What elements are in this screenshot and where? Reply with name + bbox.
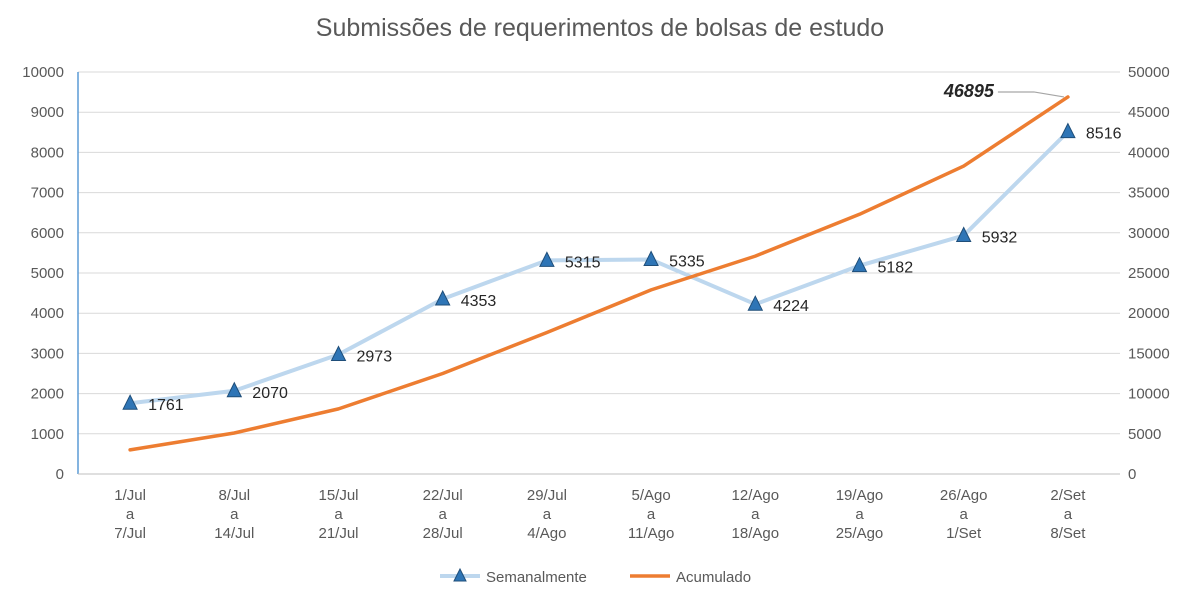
data-label: 2973 bbox=[357, 348, 393, 365]
x-tick-label-line: a bbox=[1064, 506, 1073, 523]
data-point-marker bbox=[747, 295, 764, 311]
x-tick-label: 29/Jul a 4/Ago bbox=[527, 487, 567, 542]
series-line-acumulado bbox=[128, 95, 1070, 452]
y-left-tick-label: 6000 bbox=[31, 225, 64, 242]
x-tick-label-line: 8/Jul bbox=[218, 487, 250, 504]
data-point-marker bbox=[434, 289, 451, 306]
y-right-tick-label: 40000 bbox=[1128, 144, 1170, 161]
x-tick-label-line: a bbox=[751, 506, 760, 523]
x-tick-label-line: a bbox=[334, 506, 343, 523]
y-left-tick-label: 8000 bbox=[31, 144, 64, 161]
x-tick-label-line: 28/Jul bbox=[423, 525, 463, 542]
data-label: 1761 bbox=[148, 397, 184, 414]
x-tick-label: 19/Ago a 25/Ago bbox=[836, 487, 884, 542]
gridlines bbox=[78, 71, 1120, 475]
annotation-leader-line bbox=[997, 91, 1064, 98]
x-tick-label-line: 11/Ago bbox=[628, 525, 674, 542]
data-label: 5335 bbox=[669, 254, 705, 271]
y-left-tick-label: 5000 bbox=[31, 265, 64, 282]
x-tick-label-line: 8/Set bbox=[1050, 525, 1086, 542]
x-tick-label: 15/Jul a 21/Jul bbox=[318, 487, 358, 542]
x-tick-label-line: 5/Ago bbox=[631, 487, 670, 504]
data-label: 5315 bbox=[565, 254, 601, 271]
legend-marker-semanalmente bbox=[453, 567, 467, 582]
x-tick-label-line: 21/Jul bbox=[318, 525, 358, 542]
y-right-tick-label: 15000 bbox=[1128, 345, 1170, 362]
data-label: 8516 bbox=[1086, 126, 1122, 143]
axes: 0 1000 2000 3000 4000 5000 6000 7000 8000 9000 100… bbox=[22, 64, 1169, 542]
data-label: 4353 bbox=[461, 293, 497, 310]
x-tick-label-line: 15/Jul bbox=[318, 487, 358, 504]
data-label: 5932 bbox=[982, 230, 1018, 247]
x-tick-label: 26/Ago a 1/Set bbox=[940, 487, 988, 542]
x-tick-label-line: a bbox=[647, 506, 656, 523]
x-tick-label-line: 29/Jul bbox=[527, 487, 567, 504]
data-point-marker bbox=[1060, 122, 1076, 139]
y-left-tick-label: 4000 bbox=[31, 305, 64, 322]
x-tick-label: 1/Jul a 7/Jul bbox=[114, 487, 146, 542]
x-tick-label-line: 12/Ago bbox=[732, 487, 780, 504]
x-tick-label-line: a bbox=[230, 506, 239, 523]
x-tick-label-line: 2/Set bbox=[1050, 487, 1086, 504]
x-tick-label-line: 14/Jul bbox=[214, 525, 254, 542]
data-labels: 1761 2070 2973 4353 5315 5335 4224 5182 5932 8516… bbox=[148, 81, 1121, 414]
y-left-tick-label: 2000 bbox=[31, 386, 64, 403]
y-left-tick-label: 7000 bbox=[31, 185, 64, 202]
x-tick-label: 5/Ago a 11/Ago bbox=[628, 487, 674, 542]
series bbox=[122, 95, 1076, 452]
x-tick-label-line: 19/Ago bbox=[836, 487, 884, 504]
data-point-marker bbox=[851, 256, 868, 273]
data-point-marker bbox=[539, 251, 555, 267]
y-right-tick-label: 25000 bbox=[1128, 265, 1170, 282]
x-tick-label-line: 22/Jul bbox=[423, 487, 463, 504]
data-label: 4224 bbox=[773, 298, 809, 315]
legend-label-acumulado: Acumulado bbox=[676, 569, 751, 586]
y-left-tick-label: 3000 bbox=[31, 345, 64, 362]
y-right-tick-label: 20000 bbox=[1128, 305, 1170, 322]
series-line-semanalmente bbox=[128, 129, 1070, 406]
y-left-tick-label: 9000 bbox=[31, 104, 64, 121]
annotation-label: 46895 bbox=[943, 81, 995, 101]
x-tick-label-line: a bbox=[543, 506, 552, 523]
data-point-marker bbox=[330, 345, 347, 361]
legend: Semanalmente Acumulado bbox=[440, 567, 751, 586]
y-left-tick-label: 0 bbox=[56, 466, 64, 483]
x-tick-label-line: a bbox=[855, 506, 864, 523]
x-tick-label-line: 25/Ago bbox=[836, 525, 884, 542]
data-label: 5182 bbox=[878, 260, 914, 277]
x-tick-label-line: 18/Ago bbox=[732, 525, 780, 542]
x-tick-label-line: 1/Set bbox=[946, 525, 982, 542]
y-left-tick-label: 1000 bbox=[31, 426, 64, 443]
x-tick-label-line: 4/Ago bbox=[527, 525, 566, 542]
x-tick-label: 8/Jul a 14/Jul bbox=[214, 487, 254, 542]
x-tick-label-line: a bbox=[126, 506, 135, 523]
y-right-tick-label: 10000 bbox=[1128, 386, 1170, 403]
y-right-tick-label: 5000 bbox=[1128, 426, 1161, 443]
x-tick-label-line: a bbox=[960, 506, 969, 523]
legend-label-semanalmente: Semanalmente bbox=[486, 569, 587, 586]
x-tick-label-line: a bbox=[439, 506, 448, 523]
y-right-tick-label: 45000 bbox=[1128, 104, 1170, 121]
data-label: 2070 bbox=[252, 385, 288, 402]
data-point-marker bbox=[643, 250, 659, 267]
x-tick-label-line: 7/Jul bbox=[114, 525, 146, 542]
data-point-marker bbox=[226, 381, 243, 398]
y-right-tick-label: 30000 bbox=[1128, 225, 1170, 242]
x-tick-label: 22/Jul a 28/Jul bbox=[423, 487, 463, 542]
x-tick-label-line: 1/Jul bbox=[114, 487, 146, 504]
data-point-marker bbox=[955, 226, 972, 243]
x-tick-label: 12/Ago a 18/Ago bbox=[732, 487, 780, 542]
chart-title: Submissões de requerimentos de bolsas de… bbox=[315, 14, 885, 42]
y-right-tick-label: 35000 bbox=[1128, 185, 1170, 202]
y-right-tick-label: 0 bbox=[1128, 466, 1136, 483]
y-left-tick-label: 10000 bbox=[22, 64, 64, 81]
y-right-tick-label: 50000 bbox=[1128, 64, 1170, 81]
x-tick-label: 2/Set a 8/Set bbox=[1050, 487, 1086, 542]
data-point-marker bbox=[122, 394, 138, 410]
x-tick-label-line: 26/Ago bbox=[940, 487, 988, 504]
